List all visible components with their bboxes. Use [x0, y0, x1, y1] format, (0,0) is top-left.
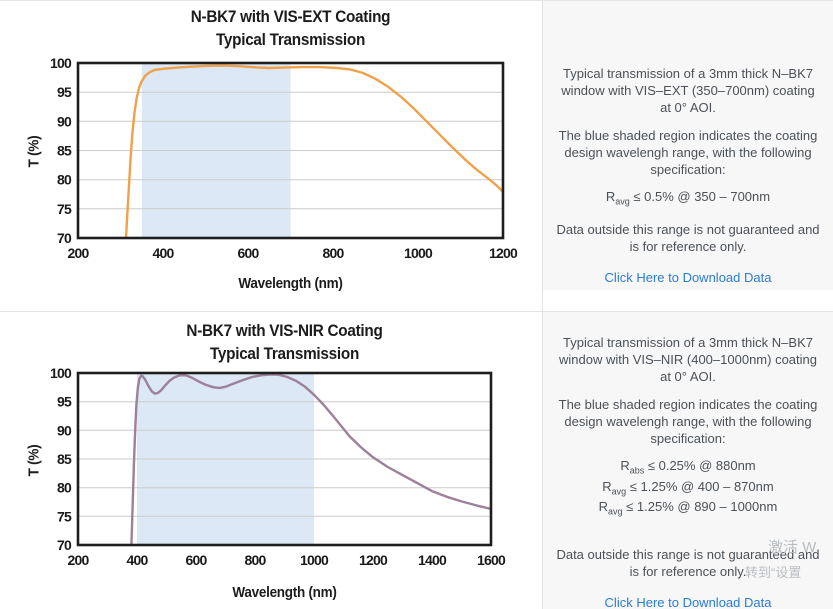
download-data-link[interactable]: Click Here to Download Data — [604, 269, 772, 285]
x-tick-label: 200 — [68, 245, 90, 261]
spec-lines: Ravg ≤ 0.5% @ 350 – 700nm — [555, 189, 821, 210]
vis-nir-chart-plot: 200 400 600 800 1000 1200 1400 1600 70 75 80 85 90 95… — [50, 365, 507, 568]
spec-line: Ravg ≤ 1.25% @ 890 – 1000nm — [555, 499, 821, 520]
chart-title-line2: Typical Transmission — [209, 344, 360, 363]
y-tick-label: 85 — [57, 143, 72, 159]
x-axis-label: Wavelength (nm) — [238, 275, 343, 292]
x-tick-label: 1000 — [404, 245, 433, 261]
panel-disclaimer: Data outside this range is not guarantee… — [556, 221, 820, 254]
y-axis-label: T (%) — [25, 135, 43, 168]
spec-subscript: avg — [608, 506, 623, 517]
y-tick-label: 90 — [57, 113, 72, 129]
x-tick-label: 1200 — [489, 245, 518, 261]
vis-nir-chart-block: N-BK7 with VIS-NIR Coating Typical Trans… — [0, 312, 540, 609]
spec-subscript: avg — [611, 486, 627, 497]
transmission-curve — [124, 64, 503, 239]
top-border-line — [0, 0, 833, 1]
spec-lines: Rabs ≤ 0.25% @ 880nm Ravg ≤ 1.25% @ 400 … — [555, 458, 821, 520]
chart-title-line1: N-BK7 with VIS-NIR Coating — [186, 321, 383, 340]
panel-shaded-region-note: The blue shaded region indicates the coa… — [558, 397, 818, 446]
y-tick-label: 75 — [57, 508, 72, 524]
spec-symbol: R — [605, 189, 616, 204]
plot-border — [76, 371, 493, 547]
x-tick-label: 400 — [153, 245, 175, 261]
x-tick-label: 800 — [245, 552, 267, 568]
download-data-link[interactable]: Click Here to Download Data — [604, 594, 772, 609]
chart-title-line2: Typical Transmission — [215, 30, 366, 49]
windows-activation-watermark-line2: 转到“设置 — [745, 565, 802, 580]
spec-value: ≤ 1.25% @ 400 – 870nm — [626, 478, 774, 494]
y-tick-label: 95 — [57, 84, 72, 100]
spec-symbol: R — [602, 478, 612, 494]
x-axis-label: Wavelength (nm) — [232, 584, 337, 601]
spec-subscript: abs — [629, 465, 645, 476]
spec-value: ≤ 0.5% @ 350 – 700nm — [629, 189, 771, 204]
vis-nir-info-panel: Typical transmission of a 3mm thick N–BK… — [543, 312, 833, 609]
y-tick-label: 70 — [57, 230, 72, 246]
panel-disclaimer: Data outside this range is not guarantee… — [556, 546, 820, 579]
y-tick-label: 80 — [57, 480, 72, 496]
horizontal-divider — [0, 311, 833, 312]
x-tick-label: 1200 — [359, 552, 388, 568]
y-tick-label: 85 — [57, 451, 72, 467]
x-tick-label: 1600 — [477, 552, 506, 568]
panel-shaded-region-note: The blue shaded region indicates the coa… — [558, 128, 818, 177]
y-tick-label: 100 — [50, 55, 72, 71]
spec-value: ≤ 1.25% @ 890 – 1000nm — [622, 499, 778, 515]
spec-symbol: R — [620, 458, 630, 473]
x-tick-label: 600 — [186, 552, 208, 568]
panel-description: Typical transmission of a 3mm thick N–BK… — [559, 335, 817, 384]
x-tick-label: 800 — [323, 245, 345, 261]
y-tick-label: 95 — [57, 394, 72, 410]
chart-title-vis-ext: N-BK7 with VIS-EXT Coating Typical Trans… — [99, 5, 482, 51]
plot-border — [76, 61, 505, 240]
x-tick-label: 600 — [238, 245, 260, 261]
spec-value: ≤ 0.25% @ 880nm — [644, 458, 756, 473]
vertical-divider — [542, 0, 543, 609]
x-tick-label: 200 — [68, 552, 90, 568]
y-tick-label: 70 — [57, 537, 72, 553]
vis-ext-chart-block: N-BK7 with VIS-EXT Coating Typical Trans… — [0, 0, 540, 308]
y-axis-label: T (%) — [25, 444, 43, 477]
x-tick-label: 1400 — [418, 552, 447, 568]
spec-line: Ravg ≤ 1.25% @ 400 – 870nm — [555, 479, 821, 500]
x-tick-label: 1000 — [300, 552, 329, 568]
chart-title-line1: N-BK7 with VIS-EXT Coating — [190, 7, 391, 26]
panel-description: Typical transmission of a 3mm thick N–BK… — [561, 66, 815, 115]
spec-subscript: avg — [615, 196, 630, 207]
y-tick-label: 80 — [57, 172, 72, 188]
chart-title-vis-nir: N-BK7 with VIS-NIR Coating Typical Trans… — [99, 319, 471, 365]
y-tick-label: 100 — [50, 365, 72, 381]
spec-line: Rabs ≤ 0.25% @ 880nm — [555, 458, 821, 479]
transmission-curve — [130, 373, 491, 546]
vis-ext-info-panel: Typical transmission of a 3mm thick N–BK… — [543, 1, 833, 290]
y-tick-label: 90 — [57, 422, 72, 438]
y-tick-label: 75 — [57, 201, 72, 217]
x-tick-label: 400 — [127, 552, 149, 568]
windows-activation-watermark-line1: 激活 W — [768, 539, 817, 556]
spec-line: Ravg ≤ 0.5% @ 350 – 700nm — [555, 189, 821, 210]
spec-symbol: R — [598, 499, 609, 515]
vis-ext-chart-plot: 200 400 600 800 1000 1200 70 75 80 85 90 95 100 — [50, 55, 519, 261]
